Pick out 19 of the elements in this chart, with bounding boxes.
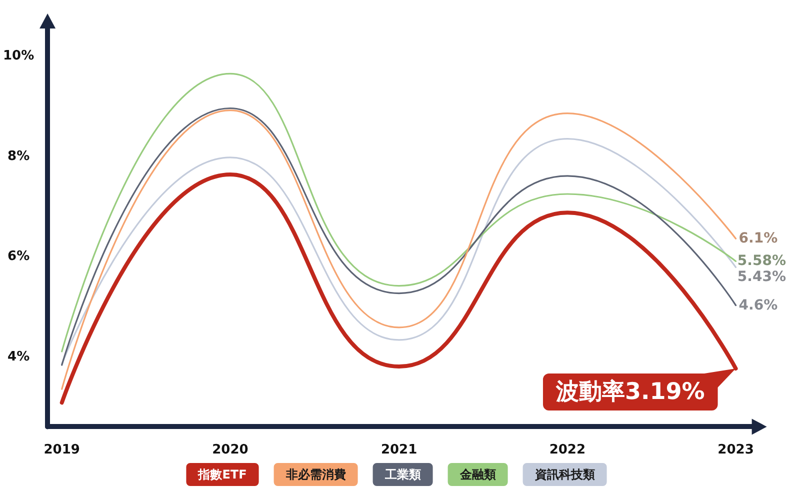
x-tick-label: 2021 — [380, 442, 418, 458]
x-tick-label: 2019 — [44, 442, 80, 458]
y-tick-label: 8% — [8, 148, 30, 164]
text: 工業類 — [384, 468, 421, 482]
y-tick-label: 4% — [8, 349, 30, 364]
text: 金融類 — [458, 468, 496, 482]
x-tick-label: 2023 — [718, 442, 754, 458]
annotation: 4.6% — [738, 297, 778, 314]
x-tick-label: 2020 — [212, 442, 248, 458]
text: 資訊科技類 — [534, 468, 595, 482]
annotation: 波動率3.19% — [554, 378, 705, 406]
annotation: 5.58% — [737, 253, 786, 270]
x-tick-label: 2022 — [549, 442, 586, 458]
y-tick-label: 10% — [2, 48, 34, 64]
text: 指數ETF — [197, 468, 247, 482]
annotation: 5.43% — [737, 269, 786, 286]
y-tick-label: 6% — [8, 249, 30, 264]
text: 非必需消費 — [284, 468, 346, 482]
annotation: 6.1% — [738, 230, 778, 247]
